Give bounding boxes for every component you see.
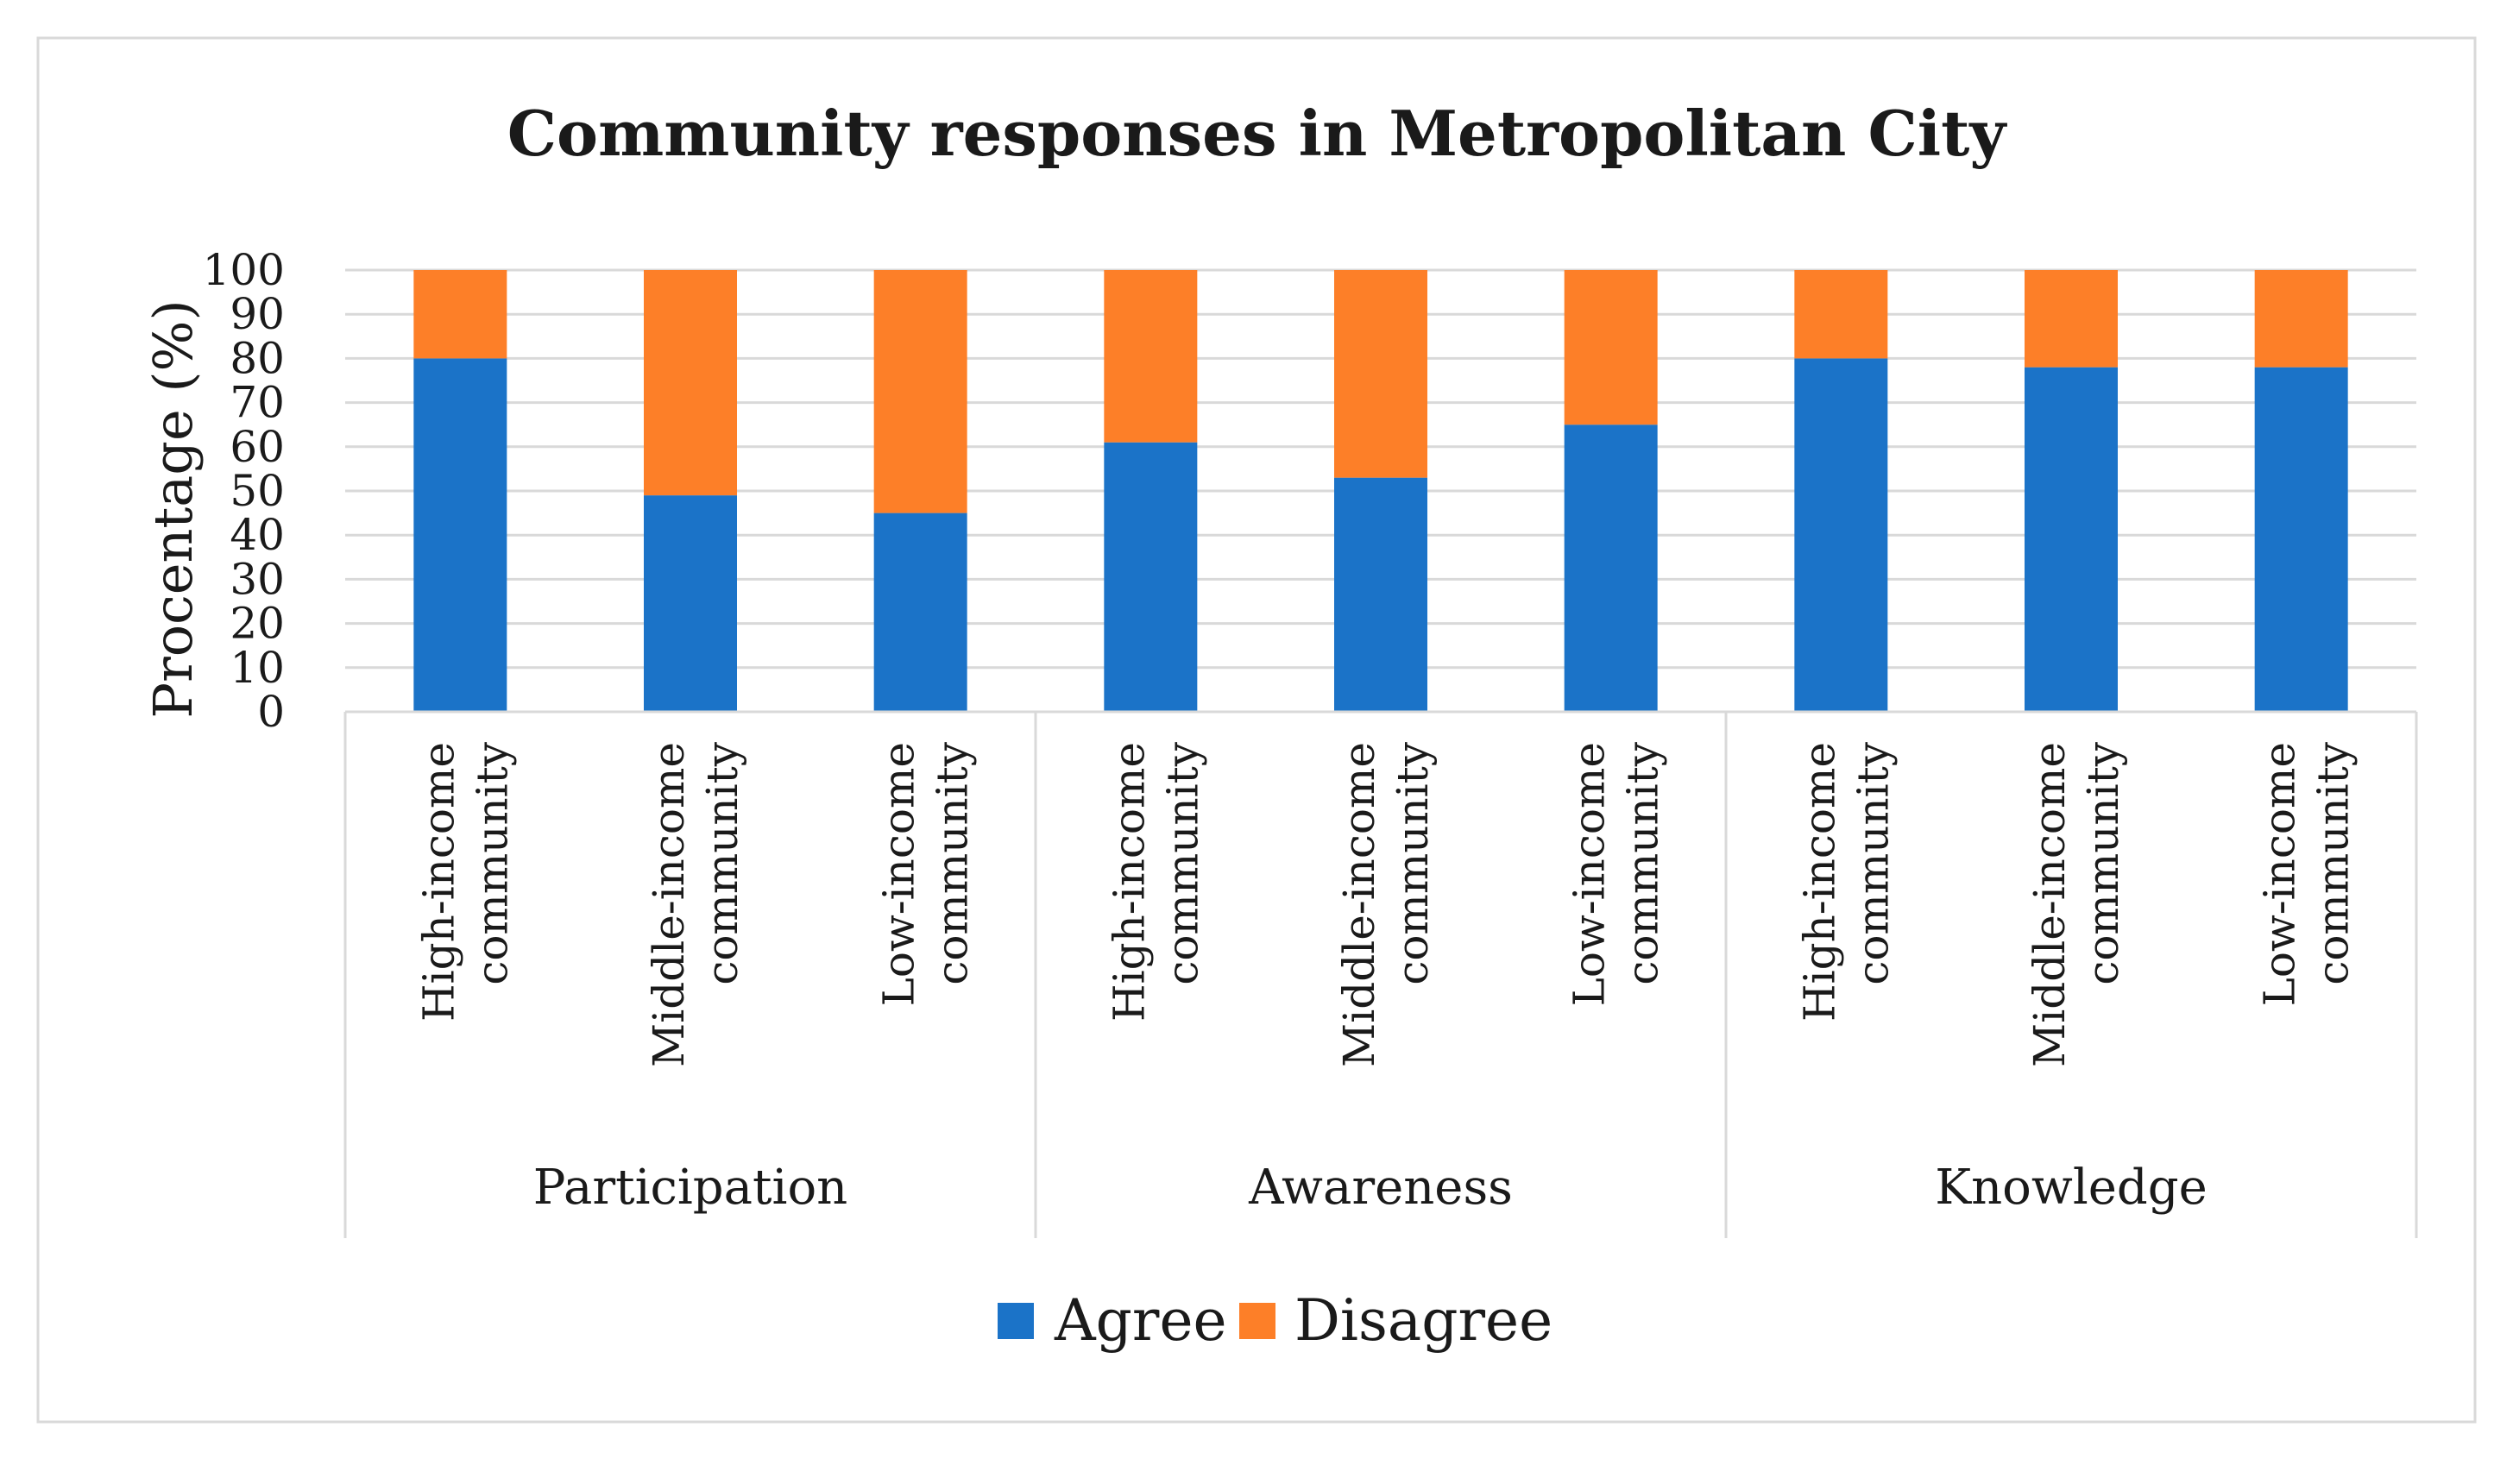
legend: Agree Disagree [998,1287,1553,1354]
x-category-label-line: Middle-income [2025,742,2075,1067]
y-tick-label: 70 [230,378,285,428]
bar-agree [873,512,967,712]
bar-agree [1794,358,1888,712]
bar-agree [1564,424,1658,712]
legend-swatch-agree [998,1303,1034,1339]
x-category-label-line: community [467,741,517,984]
x-category-label-line: Middle-income [644,742,694,1067]
bar-agree [1334,477,1427,712]
x-category-label-line: community [2308,741,2359,984]
legend-label-disagree: Disagree [1294,1287,1553,1354]
bar-disagree [2025,270,2118,368]
x-category-label: Low-incomecommunity [1565,741,1668,1006]
bar-disagree [873,270,967,513]
bar-disagree [413,270,507,359]
x-category-label: High-incomecommunity [413,741,517,1022]
bar-agree [2025,367,2118,712]
y-tick-label: 90 [230,289,285,339]
bar-agree [1104,442,1198,712]
y-tick-label: 20 [230,599,285,649]
x-category-label: Middle-incomecommunity [1334,741,1438,1067]
x-category-label-line: community [1388,741,1438,984]
bar-disagree [1104,270,1198,443]
bar-agree [2254,367,2348,712]
x-category-label: Middle-incomecommunity [2025,741,2128,1067]
y-tick-label: 100 [203,245,285,295]
x-group-label: Awareness [1248,1160,1513,1216]
x-category-label-line: Middle-income [1334,742,1384,1067]
legend-label-agree: Agree [1054,1287,1227,1354]
y-tick-label: 30 [230,554,285,604]
x-category-label-line: High-income [1104,742,1154,1022]
x-axis: High-incomecommunity Middle-incomecommuni… [343,710,2418,1238]
chart-title: Community responses in Metropolitan City [507,97,2008,170]
x-category-label-line: Low-income [2255,742,2305,1006]
y-tick-label: 40 [230,510,285,560]
y-tick-label: 0 [257,687,285,737]
x-category-label: Low-incomecommunity [874,741,978,1006]
x-category-label-line: community [1618,741,1668,984]
x-category-label: Low-incomecommunity [2255,741,2359,1006]
x-group-label: Participation [533,1160,847,1216]
y-tick-label: 50 [230,466,285,516]
x-category-label-line: community [697,741,747,984]
x-category-label-line: community [928,741,978,984]
y-tick-label: 10 [230,643,285,693]
bar-disagree [2254,270,2348,368]
x-category-label: High-incomecommunity [1104,741,1207,1022]
x-category-label-line: community [1848,741,1898,984]
x-category-label-line: High-income [413,742,463,1022]
y-axis-label: Procentage (%) [142,299,205,718]
bars [413,270,2348,712]
y-tick-label: 60 [230,422,285,472]
bar-disagree [644,270,737,496]
bar-agree [644,495,737,712]
x-category-label-line: Low-income [874,742,924,1006]
x-category-label-line: High-income [1794,742,1844,1022]
x-category-label-line: Low-income [1565,742,1615,1006]
bar-disagree [1794,270,1888,359]
x-category-label: Middle-incomecommunity [644,741,747,1067]
x-category-label-line: community [1157,741,1207,984]
chart-frame [36,36,2477,1424]
bar-disagree [1564,270,1658,425]
x-category-label-line: community [2078,741,2128,984]
legend-swatch-disagree [1239,1303,1275,1339]
x-group-label: Knowledge [1935,1160,2207,1216]
x-category-label: High-incomecommunity [1794,741,1898,1022]
bar-disagree [1334,270,1427,478]
y-tick-label: 80 [230,333,285,383]
bar-agree [413,358,507,712]
